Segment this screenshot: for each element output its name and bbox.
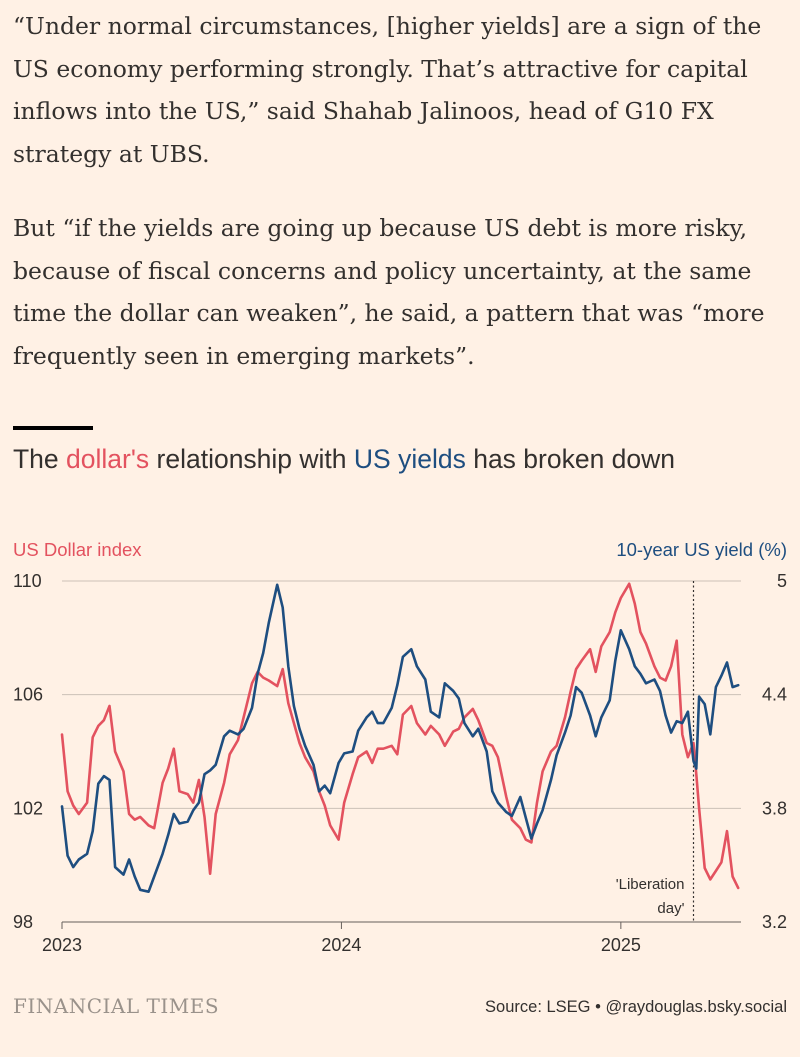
liberation-day-annotation-line-2: day' bbox=[657, 900, 684, 917]
dollar-yield-chart: US Dollar index 10-year US yield (%) 110… bbox=[13, 539, 787, 955]
axis-ticks: 110 106 102 98 5 4.4 3.8 3.2 2023 2024 2025 bbox=[13, 571, 787, 955]
chart-top-rule bbox=[13, 426, 93, 430]
headline-dollar-highlight: dollar's bbox=[66, 444, 150, 474]
left-tick-label: 110 bbox=[13, 571, 42, 591]
series-lines bbox=[60, 582, 740, 894]
left-tick-label: 102 bbox=[13, 798, 43, 818]
liberation-day-annotation-line-1: 'Liberation bbox=[616, 876, 685, 893]
x-tick-label: 2025 bbox=[601, 935, 641, 955]
chart-headline: The dollar's relationship with US yields… bbox=[13, 444, 675, 475]
x-tick-label: 2023 bbox=[42, 935, 82, 955]
headline-yields-highlight: US yields bbox=[353, 444, 466, 474]
treasury-yield-line bbox=[60, 583, 740, 894]
left-tick-label: 106 bbox=[13, 685, 43, 705]
headline-part-1: The bbox=[13, 444, 67, 474]
headline-part-3: has broken down bbox=[465, 444, 676, 474]
right-tick-label: 3.2 bbox=[762, 912, 787, 932]
right-tick-label: 4.4 bbox=[762, 685, 787, 705]
x-tick-label: 2024 bbox=[321, 935, 361, 955]
right-tick-label: 3.8 bbox=[762, 798, 787, 818]
gridlines bbox=[62, 580, 741, 923]
article-paragraph-2: But “if the yields are going up because … bbox=[13, 214, 765, 370]
right-axis-label: 10-year US yield (%) bbox=[616, 539, 787, 560]
dollar-index-line bbox=[60, 582, 740, 890]
left-axis-label: US Dollar index bbox=[13, 539, 142, 560]
source-credit: Source: LSEG • @raydouglas.bsky.social bbox=[485, 998, 787, 1016]
left-tick-label: 98 bbox=[13, 912, 33, 932]
headline-part-2: relationship with bbox=[149, 444, 354, 474]
right-tick-label: 5 bbox=[777, 571, 787, 591]
article-paragraph-1: “Under normal circumstances, [higher yie… bbox=[13, 12, 762, 168]
ft-logo: FINANCIAL TIMES bbox=[13, 994, 220, 1018]
